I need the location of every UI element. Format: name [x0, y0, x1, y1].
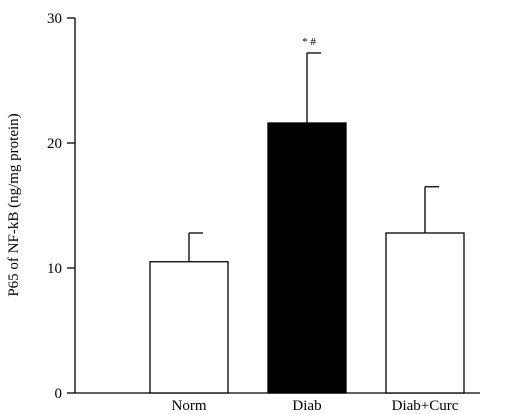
x-tick-label: Diab+Curc	[392, 398, 459, 414]
error-bars	[188, 52, 439, 262]
y-tick-label: 20	[47, 136, 62, 152]
y-tick-label: 10	[47, 261, 62, 277]
bar-diab	[267, 122, 347, 394]
x-tick-label: Diab	[292, 398, 321, 414]
labels: 0 10 20 30 Norm Diab Diab+Curc * #	[47, 11, 459, 414]
bar-norm	[149, 261, 229, 394]
y-tick-label: 30	[47, 11, 62, 27]
significance-annotation: * #	[302, 36, 316, 48]
y-axis-title: P65 of NF-kB (ng/mg protein)	[6, 113, 22, 296]
bars	[149, 122, 465, 394]
x-tick-label: Norm	[172, 398, 207, 414]
y-tick-label: 0	[55, 386, 63, 402]
bar-diab-curc	[385, 232, 465, 394]
